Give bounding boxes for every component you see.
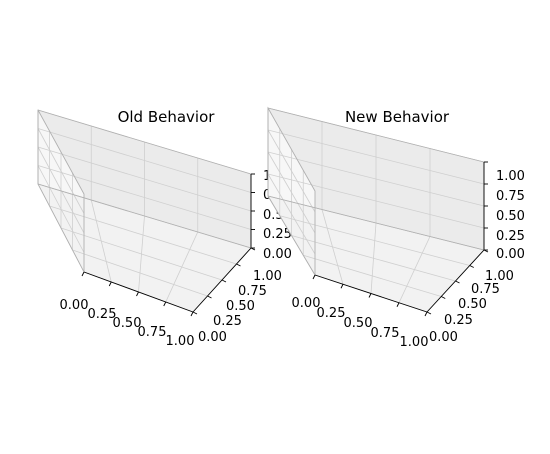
x-tick-label: 0.75 — [371, 326, 400, 341]
y-tick-label: 0.00 — [429, 330, 458, 345]
x-tick-label: 0.00 — [60, 298, 89, 313]
chart-title: New Behavior — [345, 108, 450, 126]
x-tick-label: 0.75 — [138, 325, 167, 340]
x-tick — [190, 311, 194, 317]
y-tick — [469, 265, 474, 268]
y-tick-label: 0.25 — [444, 313, 473, 328]
back-grid-h — [267, 129, 485, 185]
back-grid-h — [37, 128, 252, 193]
y-tick-label: 1.00 — [485, 269, 514, 284]
axes-panel-2: 0.000.250.500.751.00 0.000.250.500.751.00… — [267, 106, 525, 350]
x-tick — [368, 293, 372, 298]
y-tick — [426, 311, 432, 315]
pane-left-edge — [267, 106, 316, 277]
x-tick — [340, 284, 344, 289]
y-tick-label: 1.00 — [253, 269, 282, 284]
z-tick-label: 0.00 — [263, 247, 292, 262]
pane-floor — [38, 184, 251, 312]
y-tick — [221, 279, 227, 283]
floor-grid-y — [60, 227, 223, 281]
x-tick-label: 1.00 — [166, 334, 195, 349]
x-tick-label: 1.00 — [400, 335, 429, 350]
z-tick-label: 0.75 — [496, 189, 525, 204]
axes-panel-1: 0.000.250.500.751.00 0.000.250.500.751.00… — [37, 108, 292, 349]
x-tick — [81, 271, 85, 277]
z-tick-label: 1.00 — [496, 169, 525, 184]
floor-grid-x — [398, 236, 431, 303]
x-tick-label: 0.25 — [317, 306, 346, 321]
z-tick-label: 0.25 — [263, 227, 292, 242]
y-tick — [441, 296, 446, 299]
y-tick — [455, 280, 460, 284]
floor-grid-y — [291, 235, 456, 282]
y-tick — [236, 263, 241, 267]
floor-grid-y — [279, 215, 470, 266]
y-tick — [250, 247, 256, 251]
y-tick — [207, 295, 212, 299]
y-tick-label: 0.00 — [198, 330, 227, 345]
back-grid-h — [267, 151, 485, 207]
x-tick — [163, 301, 167, 307]
z-tick-label: 0.00 — [496, 247, 525, 262]
y-tick-label: 0.75 — [238, 284, 267, 299]
x-tick-label: 0.25 — [88, 307, 117, 322]
floor-grid-x — [165, 231, 199, 303]
x-tick — [108, 281, 112, 287]
x-tick — [424, 311, 428, 317]
left-grid-h — [267, 129, 316, 213]
y-tick-label: 0.75 — [471, 282, 500, 297]
left-grid-h — [37, 146, 85, 234]
z-tick-label: 0.50 — [496, 209, 525, 224]
y-tick — [192, 311, 198, 315]
x-tick — [312, 274, 316, 280]
floor-grid-y — [49, 205, 237, 265]
y-tick — [483, 249, 489, 253]
x-tick-label: 0.50 — [344, 316, 373, 331]
back-grid-h — [37, 146, 252, 212]
pane-left-edge — [37, 109, 85, 273]
left-grid-h — [267, 151, 316, 234]
z-tick-label: 0.25 — [496, 229, 525, 244]
x-tick — [396, 302, 400, 307]
y-tick-label: 0.25 — [213, 314, 242, 329]
pane-floor — [268, 196, 484, 312]
x-tick-label: 0.00 — [292, 296, 321, 311]
x-tick — [136, 291, 139, 297]
x-tick-label: 0.50 — [113, 316, 142, 331]
left-grid-h — [37, 128, 85, 214]
y-tick-label: 0.50 — [226, 299, 255, 314]
y-tick-label: 0.50 — [458, 297, 487, 312]
chart-title: Old Behavior — [118, 108, 216, 126]
